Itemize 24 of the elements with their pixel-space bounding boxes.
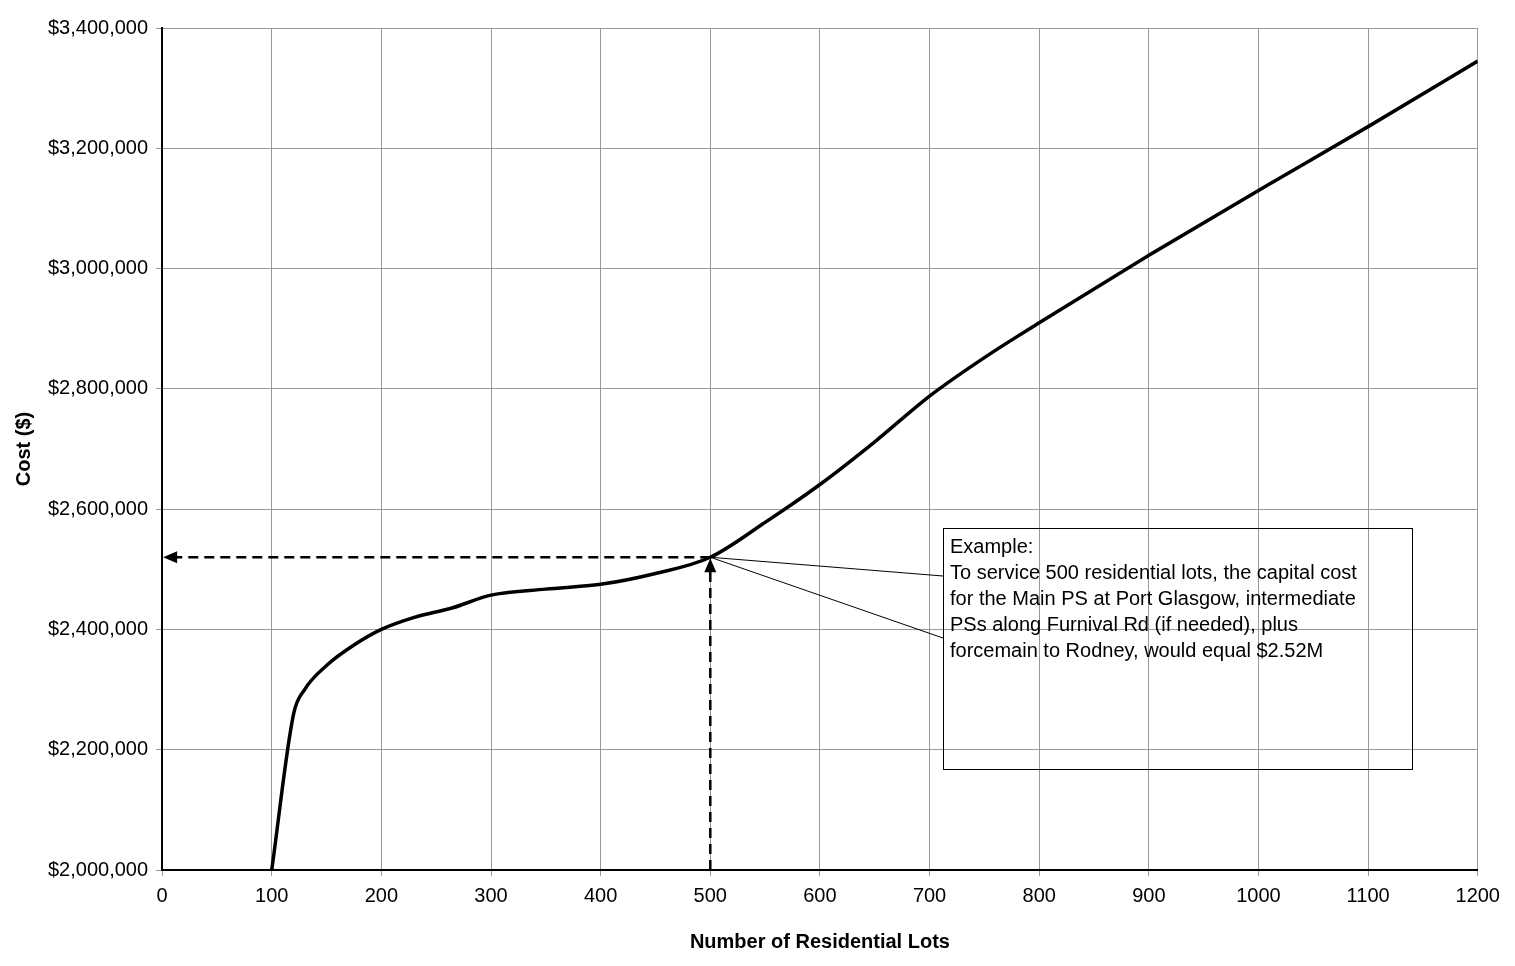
- y-tick-label: $3,400,000: [47, 15, 149, 38]
- y-tick-label: $2,600,000: [47, 496, 149, 519]
- x-axis-title: Number of Residential Lots: [689, 929, 950, 952]
- y-tick-label: $3,200,000: [47, 135, 149, 158]
- x-tick-label: 600: [803, 883, 837, 906]
- y-tick-label: $2,200,000: [47, 737, 149, 760]
- x-tick-label: 400: [583, 883, 618, 906]
- x-tick-label: 1200: [1455, 883, 1500, 906]
- x-tick-label: 1000: [1236, 883, 1281, 906]
- x-tick-label: 100: [255, 883, 289, 906]
- callout: Example: To service 500 residential lots, the capital cost for the Main PS at Port Glasgow, intermediate PSs along Furnival Rd (if needed), plus forcemain to Rodney, would equal $2.52M: [943, 528, 1413, 770]
- y-tick-label: $2,800,000: [47, 376, 149, 399]
- x-tick-label: 1100: [1346, 883, 1390, 906]
- y-tick-label: $2,400,000: [47, 616, 149, 639]
- x-tick-label: 800: [1022, 883, 1056, 906]
- x-tick-label: 900: [1132, 883, 1166, 906]
- x-tick-label: 700: [912, 883, 947, 906]
- y-axis-title: Cost ($): [11, 411, 34, 487]
- x-tick-label: 0: [156, 883, 168, 906]
- x-tick-label: 500: [693, 883, 727, 906]
- x-tick-label: 200: [364, 883, 399, 906]
- x-tick-label: 300: [474, 883, 508, 906]
- y-tick-label: $3,000,000: [47, 256, 149, 279]
- y-tick-label: $2,000,000: [47, 857, 149, 880]
